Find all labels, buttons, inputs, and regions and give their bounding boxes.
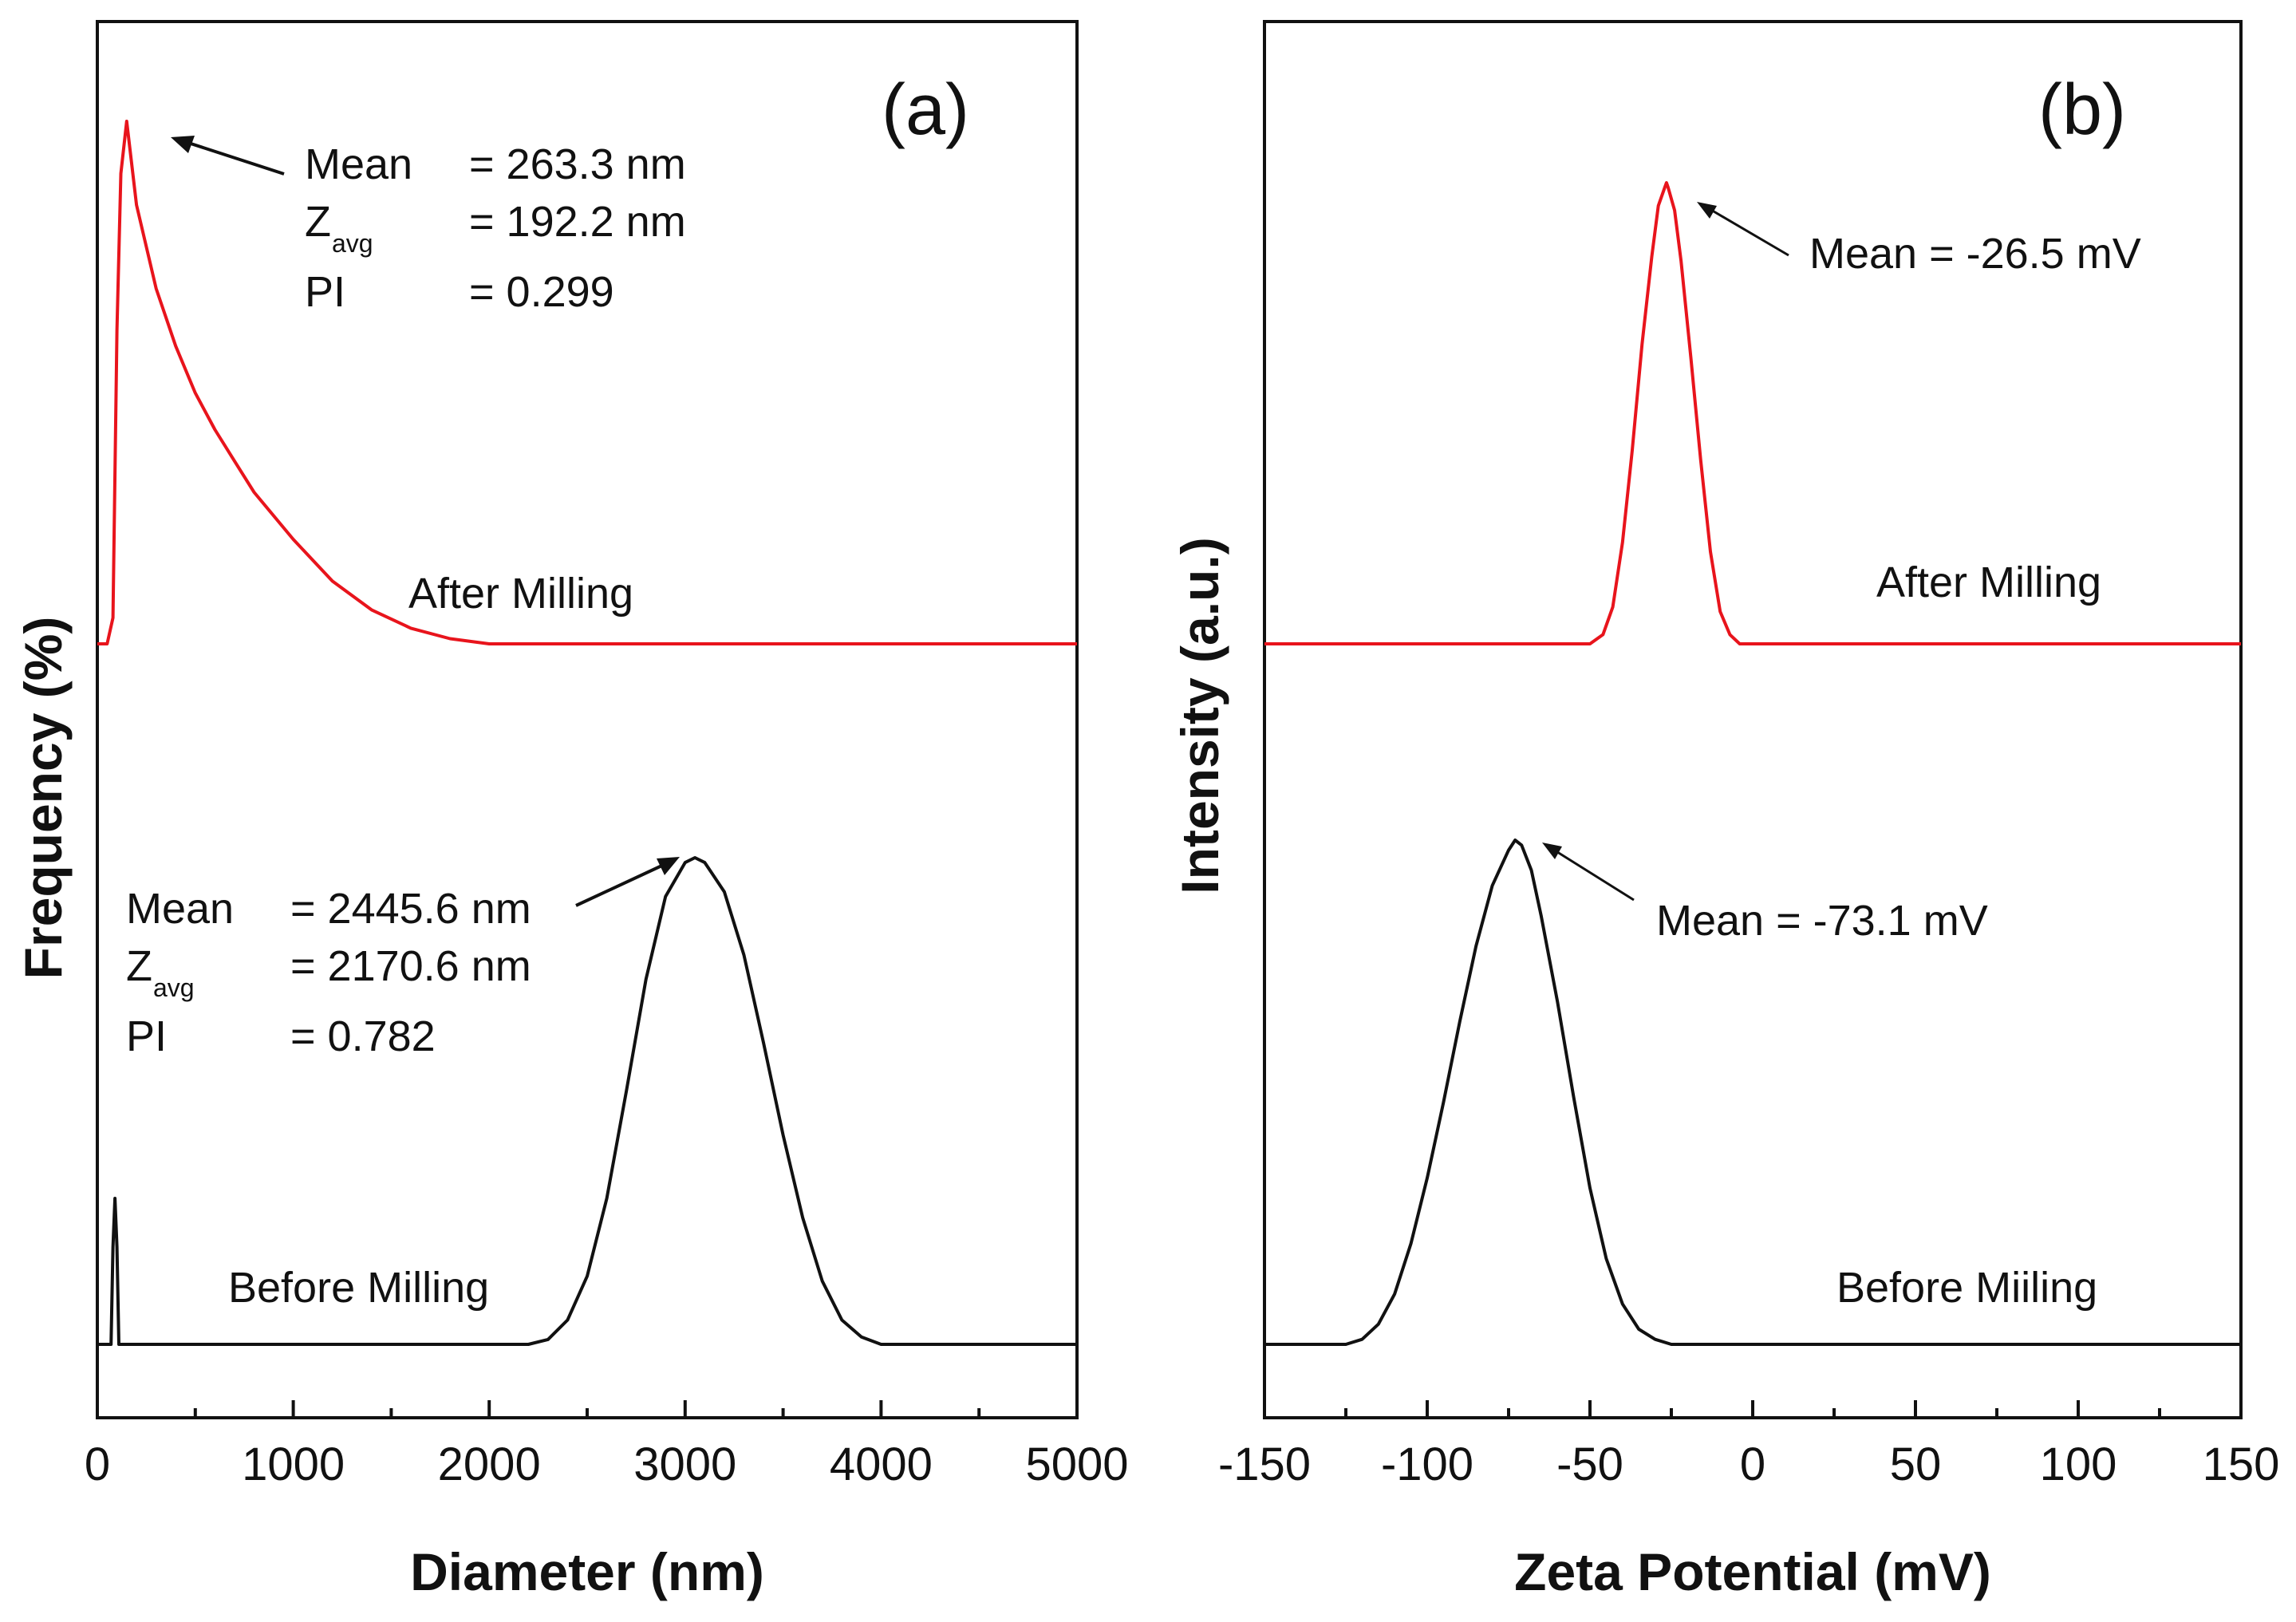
- panel-b-x-tick-labels: -150 -100 -50 0 50 100 150: [1218, 1438, 2279, 1490]
- series-label-after-milling: After Milling: [1876, 558, 2101, 606]
- annotation-key: Z: [126, 942, 152, 990]
- x-tick-label: 1000: [242, 1438, 345, 1490]
- panel-b: -150 -100 -50 0 50 100 150 (b) Zeta Potential …: [1170, 20, 2279, 1601]
- series-line-after-milling: [97, 120, 1077, 645]
- annotation-arrow: [1709, 207, 1789, 257]
- annotation-arrow: [575, 862, 668, 907]
- panel-b-x-ticks: [1263, 1400, 2243, 1418]
- annotation-key: PI: [305, 268, 345, 316]
- annotation-value: = 192.2 nm: [469, 198, 686, 246]
- annotation-key: Mean: [126, 885, 234, 933]
- panel-a-x-axis-title: Diameter (nm): [410, 1542, 764, 1601]
- annotation-after-milling-size: Mean = 263.3 nm Z avg = 192.2 nm PI = 0.…: [171, 136, 686, 316]
- annotation-key: PI: [126, 1012, 167, 1060]
- x-tick-label: -150: [1218, 1438, 1311, 1490]
- annotation-key-subscript: avg: [153, 973, 195, 1002]
- panel-a-y-axis-title: Frequency (%): [14, 617, 73, 980]
- x-tick-label: 3000: [633, 1438, 736, 1490]
- series-line-before-milling: [97, 856, 1077, 1346]
- series-label-before-milling: Before Miiling: [1836, 1264, 2097, 1312]
- x-tick-label: 4000: [830, 1438, 933, 1490]
- x-tick-label: 150: [2203, 1438, 2280, 1490]
- panel-a: 0 1000 2000 3000 4000 5000 (a) Diameter (nm) …: [14, 20, 1129, 1601]
- annotation-before-milling-zeta: Mean = -73.1 mV: [1542, 843, 1988, 945]
- annotation-text: Mean = -26.5 mV: [1809, 230, 2141, 278]
- arrowhead-icon: [171, 136, 195, 153]
- annotation-key: Z: [305, 198, 331, 246]
- panel-b-x-axis-title: Zeta Potential (mV): [1514, 1542, 1991, 1601]
- panel-b-y-axis-title: Intensity (a.u.): [1170, 537, 1229, 894]
- x-tick-label: 100: [2040, 1438, 2117, 1490]
- annotation-value: = 2445.6 nm: [290, 885, 531, 933]
- annotation-value: = 2170.6 nm: [290, 942, 531, 990]
- panel-a-x-ticks: [96, 1400, 1079, 1418]
- annotation-arrow: [183, 140, 285, 176]
- series-label-before-milling: Before Milling: [228, 1264, 489, 1312]
- panel-a-series: [97, 120, 1077, 1346]
- series-line-after-milling: [1264, 181, 2241, 645]
- x-tick-label: 2000: [438, 1438, 541, 1490]
- panel-a-x-tick-labels: 0 1000 2000 3000 4000 5000: [85, 1438, 1129, 1490]
- annotation-key: Mean: [305, 140, 412, 188]
- annotation-text: Mean = -73.1 mV: [1656, 897, 1988, 945]
- annotation-value: = 263.3 nm: [469, 140, 686, 188]
- x-tick-label: 0: [85, 1438, 110, 1490]
- arrowhead-icon: [1542, 843, 1562, 859]
- x-tick-label: -50: [1556, 1438, 1623, 1490]
- panel-b-label: (b): [2038, 70, 2126, 150]
- annotation-value: = 0.299: [469, 268, 614, 316]
- series-label-after-milling: After Milling: [408, 570, 633, 618]
- annotation-after-milling-zeta: Mean = -26.5 mV: [1697, 202, 2141, 278]
- panel-b-series: [1264, 181, 2241, 1346]
- annotation-value: = 0.782: [290, 1012, 436, 1060]
- panel-a-label: (a): [882, 70, 969, 150]
- x-tick-label: 50: [1890, 1438, 1942, 1490]
- annotation-key-subscript: avg: [332, 229, 373, 258]
- annotation-arrow: [1554, 849, 1635, 902]
- arrowhead-icon: [1697, 202, 1717, 219]
- series-line-before-miiling: [1264, 839, 2241, 1346]
- arrowhead-icon: [657, 857, 680, 875]
- x-tick-label: 0: [1740, 1438, 1765, 1490]
- x-tick-label: -100: [1381, 1438, 1473, 1490]
- annotation-before-milling-size: Mean = 2445.6 nm Z avg = 2170.6 nm PI = …: [126, 857, 680, 1060]
- x-tick-label: 5000: [1025, 1438, 1128, 1490]
